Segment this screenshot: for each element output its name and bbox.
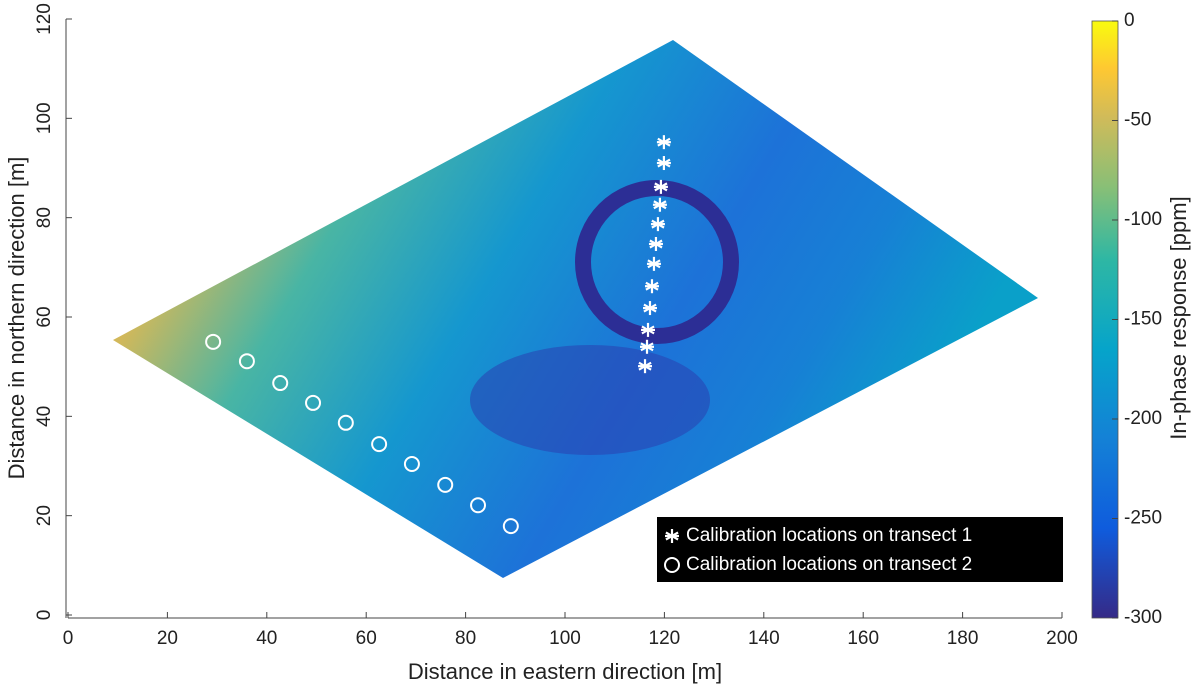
survey-field: [113, 40, 1038, 578]
asterisk-marker: [642, 301, 657, 316]
y-axis-label: Distance in northern direction [m]: [4, 157, 29, 480]
x-axis-label: Distance in eastern direction [m]: [408, 659, 722, 684]
circle-marker: [305, 394, 322, 411]
marker-shape: [403, 456, 420, 473]
circle-marker: [403, 456, 420, 473]
colorbar-tick-label: -150: [1124, 309, 1162, 330]
legend-label: Calibration locations on transect 2: [686, 554, 972, 575]
y-tick-label: 60: [34, 306, 55, 327]
circle-marker: [664, 557, 680, 573]
x-tick-label: 60: [356, 628, 377, 649]
colorbar-label: In-phase response [ppm]: [1166, 196, 1191, 439]
asterisk-marker: [640, 322, 655, 337]
asterisk-marker: [646, 256, 661, 271]
x-tick-label: 160: [847, 628, 879, 649]
asterisk-marker: [638, 359, 653, 374]
x-tick-label: 0: [63, 628, 74, 649]
circle-marker: [371, 436, 388, 453]
legend-label: Calibration locations on transect 1: [686, 525, 972, 546]
marker-shape: [305, 394, 322, 411]
circle-marker: [272, 375, 289, 392]
asterisk-marker: [656, 135, 671, 150]
marker-shape: [205, 333, 222, 350]
marker-shape: [470, 497, 487, 514]
x-tick-label: 100: [549, 628, 581, 649]
marker-shape: [502, 518, 519, 535]
y-tick-label: 0: [34, 610, 55, 621]
x-tick-label: 200: [1046, 628, 1078, 649]
circle-marker: [437, 476, 454, 493]
legend-box: [657, 517, 1063, 582]
x-tick-label: 40: [256, 628, 277, 649]
circle-marker: [238, 353, 255, 370]
marker-shape: [337, 414, 354, 431]
colorbar-tick-label: -100: [1124, 209, 1162, 230]
colorbar-tick-label: -50: [1124, 110, 1151, 131]
asterisk-marker: [650, 217, 665, 232]
asterisk-marker: [665, 529, 679, 543]
asterisk-marker: [640, 339, 655, 354]
y-tick-label: 20: [34, 505, 55, 526]
marker-shape: [437, 476, 454, 493]
x-tick-label: 20: [157, 628, 178, 649]
marker-shape: [371, 436, 388, 453]
x-tick-label: 140: [748, 628, 780, 649]
colorbar-tick-label: -250: [1124, 508, 1162, 529]
x-tick-label: 80: [455, 628, 476, 649]
circle-marker: [337, 414, 354, 431]
asterisk-marker: [653, 179, 668, 194]
asterisk-marker: [644, 279, 659, 294]
y-tick-label: 80: [34, 207, 55, 228]
asterisk-marker: [652, 197, 667, 212]
x-tick-label: 180: [947, 628, 979, 649]
colorbar-tick-label: -200: [1124, 408, 1162, 429]
x-tick-label: 120: [649, 628, 681, 649]
marker-shape: [238, 353, 255, 370]
marker-shape: [664, 557, 680, 573]
y-tick-label: 100: [34, 102, 55, 134]
colorbar-tick-label: 0: [1124, 10, 1135, 31]
colorbar-tick-label: -300: [1124, 607, 1162, 628]
asterisk-marker: [656, 156, 671, 171]
asterisk-marker: [648, 236, 663, 251]
dark-anomaly: [470, 345, 710, 455]
y-tick-label: 40: [34, 406, 55, 427]
circle-marker: [502, 518, 519, 535]
marker-shape: [272, 375, 289, 392]
y-tick-label: 120: [34, 3, 55, 35]
circle-marker: [205, 333, 222, 350]
circle-marker: [470, 497, 487, 514]
